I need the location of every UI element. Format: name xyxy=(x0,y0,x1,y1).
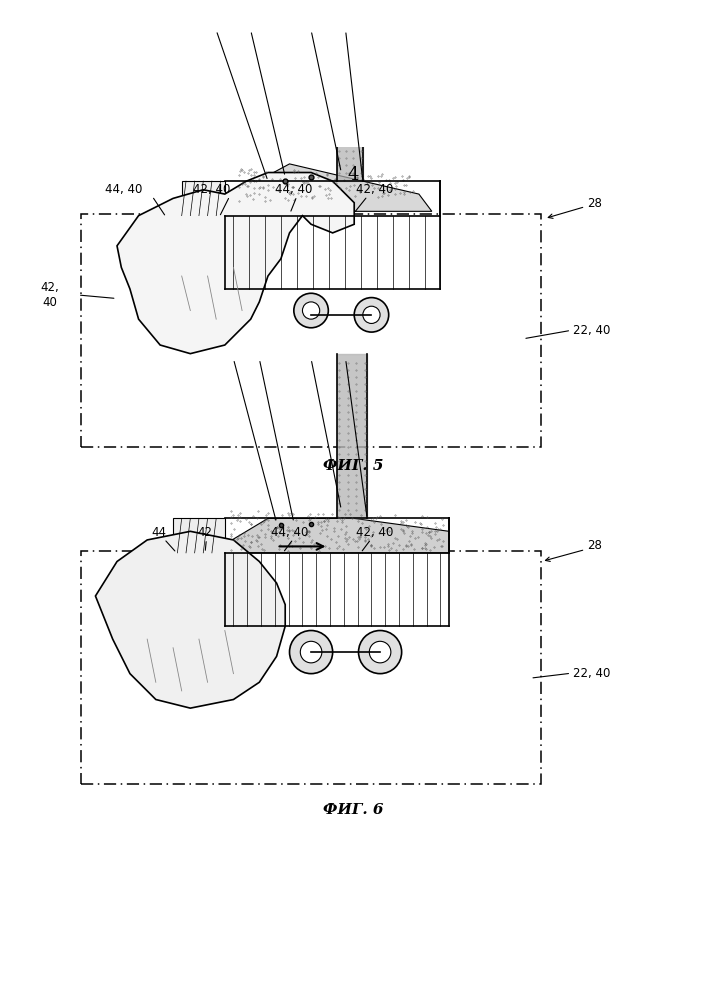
Text: 42,
40: 42, 40 xyxy=(40,281,59,309)
Circle shape xyxy=(303,302,320,319)
Circle shape xyxy=(289,631,332,674)
Text: 42, 40: 42, 40 xyxy=(356,526,393,539)
Text: 22, 40: 22, 40 xyxy=(573,667,610,680)
Circle shape xyxy=(300,641,322,663)
Text: 42, 40: 42, 40 xyxy=(356,183,393,196)
Text: 44, 40: 44, 40 xyxy=(275,183,312,196)
Text: 4: 4 xyxy=(348,166,359,184)
Text: ФИГ. 6: ФИГ. 6 xyxy=(323,803,384,817)
Circle shape xyxy=(369,641,391,663)
Circle shape xyxy=(363,306,380,323)
Polygon shape xyxy=(182,181,225,216)
Circle shape xyxy=(354,298,389,332)
Bar xyxy=(81,214,541,447)
Circle shape xyxy=(294,293,328,328)
Polygon shape xyxy=(117,173,354,354)
Bar xyxy=(81,551,541,784)
Text: 22, 40: 22, 40 xyxy=(573,324,610,337)
Polygon shape xyxy=(95,531,285,708)
Text: 28: 28 xyxy=(587,539,602,552)
Polygon shape xyxy=(173,518,225,553)
Text: 42, 40: 42, 40 xyxy=(194,183,230,196)
Text: 44, 40: 44, 40 xyxy=(271,526,308,539)
Polygon shape xyxy=(225,518,449,553)
Text: 28: 28 xyxy=(587,197,602,210)
Text: 42: 42 xyxy=(197,526,213,539)
Polygon shape xyxy=(233,164,432,211)
Text: 44, 40: 44, 40 xyxy=(105,183,142,196)
Text: 44: 44 xyxy=(151,526,167,539)
Circle shape xyxy=(358,631,402,674)
Text: ФИГ. 5: ФИГ. 5 xyxy=(323,459,384,473)
